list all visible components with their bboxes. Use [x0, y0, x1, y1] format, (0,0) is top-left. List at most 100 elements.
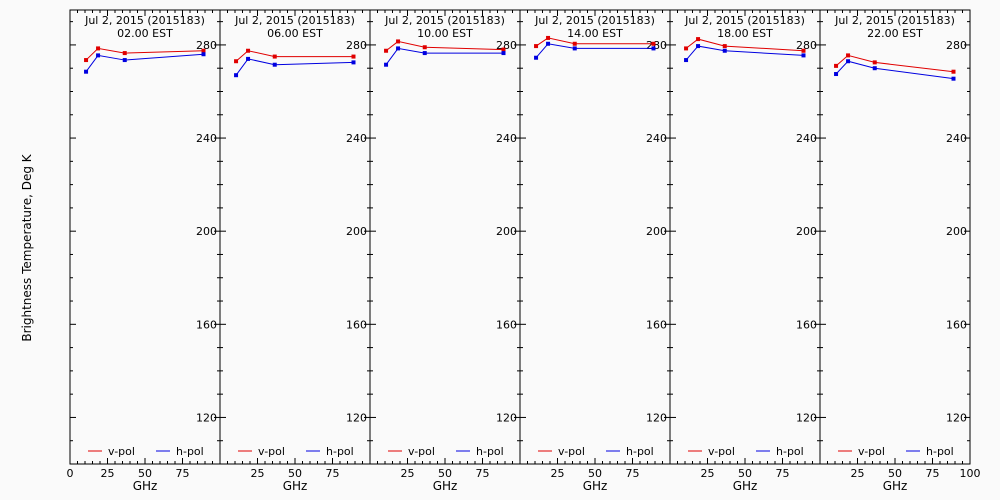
legend-label-h-pol: h-pol	[926, 445, 954, 458]
legend-label-v-pol: v-pol	[108, 445, 135, 458]
legend-label-v-pol: v-pol	[558, 445, 585, 458]
data-point-v-pol	[351, 54, 356, 59]
y-tick-label: 240	[496, 132, 517, 145]
data-point-h-pol	[546, 41, 551, 46]
legend-label-h-pol: h-pol	[326, 445, 354, 458]
panel-title: Jul 2, 2015 (2015183)	[384, 14, 505, 27]
x-tick-label: 50	[588, 467, 602, 480]
data-point-h-pol	[572, 46, 577, 51]
series-line-v-pol	[235, 50, 354, 62]
data-point-h-pol	[951, 76, 956, 81]
y-tick-label: 120	[946, 411, 967, 424]
legend-label-v-pol: v-pol	[408, 445, 435, 458]
data-point-h-pol	[872, 66, 877, 71]
data-point-h-pol	[846, 59, 851, 64]
y-tick-label: 200	[946, 225, 967, 238]
data-point-v-pol	[234, 59, 239, 64]
series-line-v-pol	[385, 40, 504, 52]
legend-label-h-pol: h-pol	[476, 445, 504, 458]
y-tick-label: 200	[346, 225, 367, 238]
y-tick-label: 120	[346, 411, 367, 424]
y-tick-label: 120	[646, 411, 667, 424]
x-tick-label: 50	[888, 467, 902, 480]
data-point-v-pol	[951, 69, 956, 74]
data-point-v-pol	[84, 58, 89, 63]
y-tick-label: 160	[946, 318, 967, 331]
x-tick-label: 75	[626, 467, 640, 480]
series-line-v-pol	[535, 37, 654, 47]
x-tick-label: 75	[776, 467, 790, 480]
y-tick-label: 240	[196, 132, 217, 145]
data-point-h-pol	[501, 51, 506, 56]
x-tick-label: 75	[926, 467, 940, 480]
x-axis-label: GHz	[733, 479, 758, 493]
x-tick-label: 50	[288, 467, 302, 480]
data-point-h-pol	[234, 73, 239, 78]
data-point-v-pol	[572, 41, 577, 46]
y-tick-label: 160	[646, 318, 667, 331]
x-tick-label: 0	[67, 467, 74, 480]
x-tick-label: 75	[176, 467, 190, 480]
data-point-v-pol	[872, 60, 877, 65]
y-tick-label: 280	[946, 39, 967, 52]
data-point-h-pol	[801, 53, 806, 58]
y-tick-label: 240	[346, 132, 367, 145]
data-point-h-pol	[96, 53, 101, 58]
data-point-v-pol	[396, 39, 401, 44]
data-point-h-pol	[122, 58, 127, 63]
data-point-h-pol	[422, 51, 427, 56]
panel-subtitle: 10.00 EST	[417, 27, 473, 40]
y-tick-label: 160	[496, 318, 517, 331]
panel-1: 120 160 200 240 280 0 25 50 75 GHz Jul 2, 2015 (20…	[67, 9, 221, 493]
data-point-h-pol	[696, 44, 701, 49]
y-tick-label: 120	[196, 411, 217, 424]
legend-label-h-pol: h-pol	[776, 445, 804, 458]
data-point-h-pol	[246, 56, 251, 61]
legend-label-h-pol: h-pol	[626, 445, 654, 458]
data-point-h-pol	[534, 55, 539, 60]
data-point-h-pol	[384, 62, 389, 67]
data-point-v-pol	[801, 48, 806, 53]
panel-subtitle: 02.00 EST	[117, 27, 173, 40]
panel-subtitle: 06.00 EST	[267, 27, 323, 40]
x-tick-label: 75	[326, 467, 340, 480]
panel-title: Jul 2, 2015 (2015183)	[834, 14, 955, 27]
panel-subtitle: 22.00 EST	[867, 27, 923, 40]
data-point-v-pol	[422, 45, 427, 50]
panel-title: Jul 2, 2015 (2015183)	[84, 14, 205, 27]
panel-4: 120 160 200 240 280 25 50 75 GHz Jul 2, 2015 (201…	[519, 9, 671, 493]
y-tick-label: 120	[796, 411, 817, 424]
y-tick-label: 280	[646, 39, 667, 52]
y-tick-label: 200	[796, 225, 817, 238]
x-axis-label: GHz	[883, 479, 908, 493]
x-tick-label: 25	[551, 467, 565, 480]
panel-6: 120 160 200 240 280 25 50 75 100 GHz Jul 2, 2015 (…	[819, 9, 981, 493]
series-line-h-pol	[685, 45, 804, 61]
data-point-v-pol	[846, 53, 851, 58]
data-point-v-pol	[834, 63, 839, 68]
y-tick-label: 280	[496, 39, 517, 52]
data-point-v-pol	[546, 35, 551, 40]
x-axis-label: GHz	[133, 479, 158, 493]
x-axis-label: GHz	[283, 479, 308, 493]
x-tick-label: 75	[476, 467, 490, 480]
y-tick-label: 160	[346, 318, 367, 331]
data-point-h-pol	[201, 52, 206, 57]
data-point-v-pol	[534, 44, 539, 49]
data-point-h-pol	[84, 69, 89, 74]
y-axis-label: Brightness Temperature, Deg K	[20, 153, 34, 341]
data-point-h-pol	[651, 46, 656, 51]
data-point-v-pol	[501, 47, 506, 52]
panel-subtitle: 14.00 EST	[567, 27, 623, 40]
series-line-v-pol	[835, 54, 954, 73]
panel-title: Jul 2, 2015 (2015183)	[534, 14, 655, 27]
data-point-h-pol	[396, 46, 401, 51]
series-line-h-pol	[535, 43, 654, 59]
data-point-h-pol	[722, 48, 727, 53]
panel-2: 120 160 200 240 280 25 50 75 GHz Jul 2, 2015 (201…	[219, 9, 371, 493]
y-tick-label: 160	[796, 318, 817, 331]
series-line-h-pol	[85, 53, 204, 72]
data-point-h-pol	[272, 62, 277, 67]
